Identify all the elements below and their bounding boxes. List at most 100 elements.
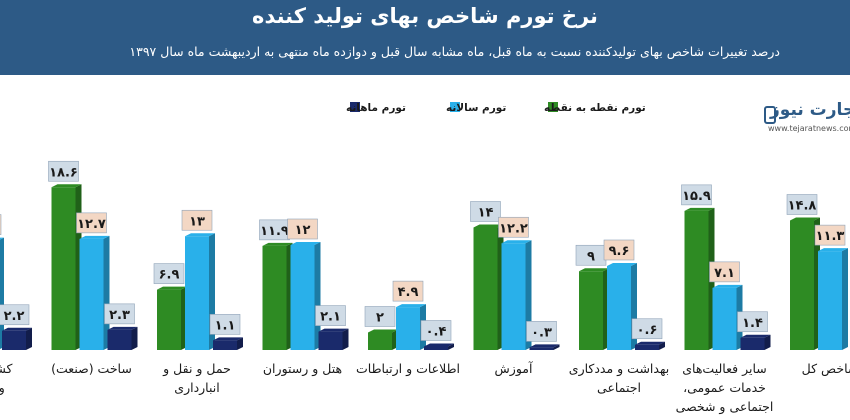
bar	[185, 236, 209, 350]
data-label: ۷.۱	[714, 266, 735, 281]
bar-top	[262, 242, 293, 246]
data-label-box	[786, 194, 818, 215]
bar-top	[185, 233, 215, 237]
data-label: ۱۲.۲	[499, 221, 528, 236]
bar-top	[635, 341, 665, 345]
bar-side	[342, 328, 349, 350]
data-label-box	[737, 311, 768, 333]
data-label: ۱۲.۷	[77, 217, 106, 232]
bar-top	[712, 284, 743, 288]
bar-side	[553, 344, 560, 350]
data-label: ۲.۲	[4, 309, 25, 324]
category-label: سایر فعالیت‌های	[682, 361, 767, 377]
logo-domain: www.tejaratnews.com	[768, 124, 850, 133]
data-label-box	[364, 306, 396, 327]
bar-top	[501, 240, 532, 244]
brand-logo: تجارت نیوز www.tejaratnews.com	[764, 100, 850, 138]
category-label: شاخص کل	[802, 361, 850, 377]
data-label: ۱۸.۶	[49, 165, 78, 180]
bar-top	[529, 344, 560, 348]
bar-side	[842, 248, 848, 350]
data-label: ۹.۶	[609, 244, 630, 259]
data-label-box	[48, 160, 79, 182]
data-label: ۱۲	[295, 223, 311, 238]
data-label-box	[104, 303, 135, 325]
data-label-box	[470, 201, 501, 222]
data-label-box	[181, 209, 213, 231]
chart-title: نرخ تورم شاخص بهای تولید کننده	[252, 4, 598, 28]
bar-side	[448, 343, 454, 350]
category-label: اطلاعات و ارتباطات	[356, 361, 460, 377]
bar-top	[818, 248, 848, 252]
bar-top	[107, 326, 138, 330]
data-label-box	[392, 280, 424, 302]
data-label: ۴.۹	[398, 285, 419, 300]
data-label: ۹	[587, 249, 595, 264]
bar-top	[684, 207, 715, 211]
chart-subtitle: درصد تغییرات شاخص بهای تولیدکننده نسبت ب…	[129, 44, 780, 59]
legend-swatch	[548, 102, 558, 112]
legend-label: تورم ماهانه	[346, 102, 406, 114]
legend-label: تورم نقطه به نقطه	[544, 102, 646, 114]
data-label-box	[287, 218, 318, 240]
category-label: کشاورزی،	[0, 361, 12, 377]
bar	[262, 245, 287, 350]
bar-top	[157, 286, 187, 290]
data-label-box	[153, 263, 185, 284]
bar	[424, 346, 448, 350]
category-label: خدمات عمومی،	[683, 380, 766, 396]
bar	[818, 251, 842, 350]
data-label: ۱۱.۹	[260, 224, 289, 239]
chart-header: نرخ تورم شاخص بهای تولید کننده درصد تغیی…	[0, 0, 850, 75]
category-label: آموزش	[495, 361, 533, 377]
bar	[473, 227, 498, 350]
data-label-box	[631, 318, 663, 340]
data-label-box	[709, 261, 740, 283]
bar-top	[51, 184, 82, 188]
data-label: ۰.۴	[426, 325, 447, 340]
bar	[290, 245, 315, 350]
data-label: ۱۴	[478, 206, 494, 221]
bar	[51, 187, 76, 350]
data-label: ۱۱.۳	[816, 229, 845, 244]
data-label-box	[814, 224, 846, 246]
data-label: ۱۵.۹	[682, 189, 711, 204]
bar	[2, 330, 26, 350]
bar	[107, 329, 132, 350]
bar-top	[290, 242, 321, 245]
bar-top	[0, 237, 4, 240]
bar	[157, 289, 181, 350]
legend-swatch	[450, 102, 460, 112]
bar	[607, 266, 631, 350]
bar-side	[131, 326, 138, 350]
category-label: انبارداری	[174, 380, 219, 396]
data-label: ۲	[376, 311, 384, 326]
bar	[740, 337, 765, 350]
data-label: ۶.۹	[159, 268, 180, 283]
category-label: ساخت (صنعت)	[51, 361, 132, 376]
data-label-box	[681, 184, 712, 206]
data-label: ۱۴.۸	[788, 199, 817, 214]
data-label-box	[76, 212, 107, 234]
data-label-box	[603, 239, 635, 261]
bar-side	[659, 341, 665, 350]
bar-top	[473, 224, 504, 228]
bar-top	[424, 343, 454, 347]
bar-top	[368, 329, 398, 333]
data-label: ۱۳	[189, 214, 205, 229]
category-label: هتل و رستوران	[263, 361, 342, 377]
bar	[501, 243, 526, 350]
bar-top	[740, 334, 771, 338]
bar-side	[237, 337, 243, 350]
bar	[318, 331, 343, 350]
bar-chart: ۱۴.۸ ۱۱.۳ شاخص کل ۱۵.۹ ۷.۱ ۱.۴ سایر فعالیت‌های…	[0, 102, 850, 415]
category-label: اجتماعی و شخصی	[676, 399, 774, 415]
bar-top	[396, 304, 426, 308]
category-label: و ماهی	[0, 380, 5, 396]
bar	[396, 307, 420, 350]
bar-side	[26, 327, 32, 350]
bar	[684, 210, 709, 350]
bar	[79, 238, 104, 350]
data-label: ۲.۱	[320, 310, 341, 325]
data-label-box	[315, 305, 346, 326]
